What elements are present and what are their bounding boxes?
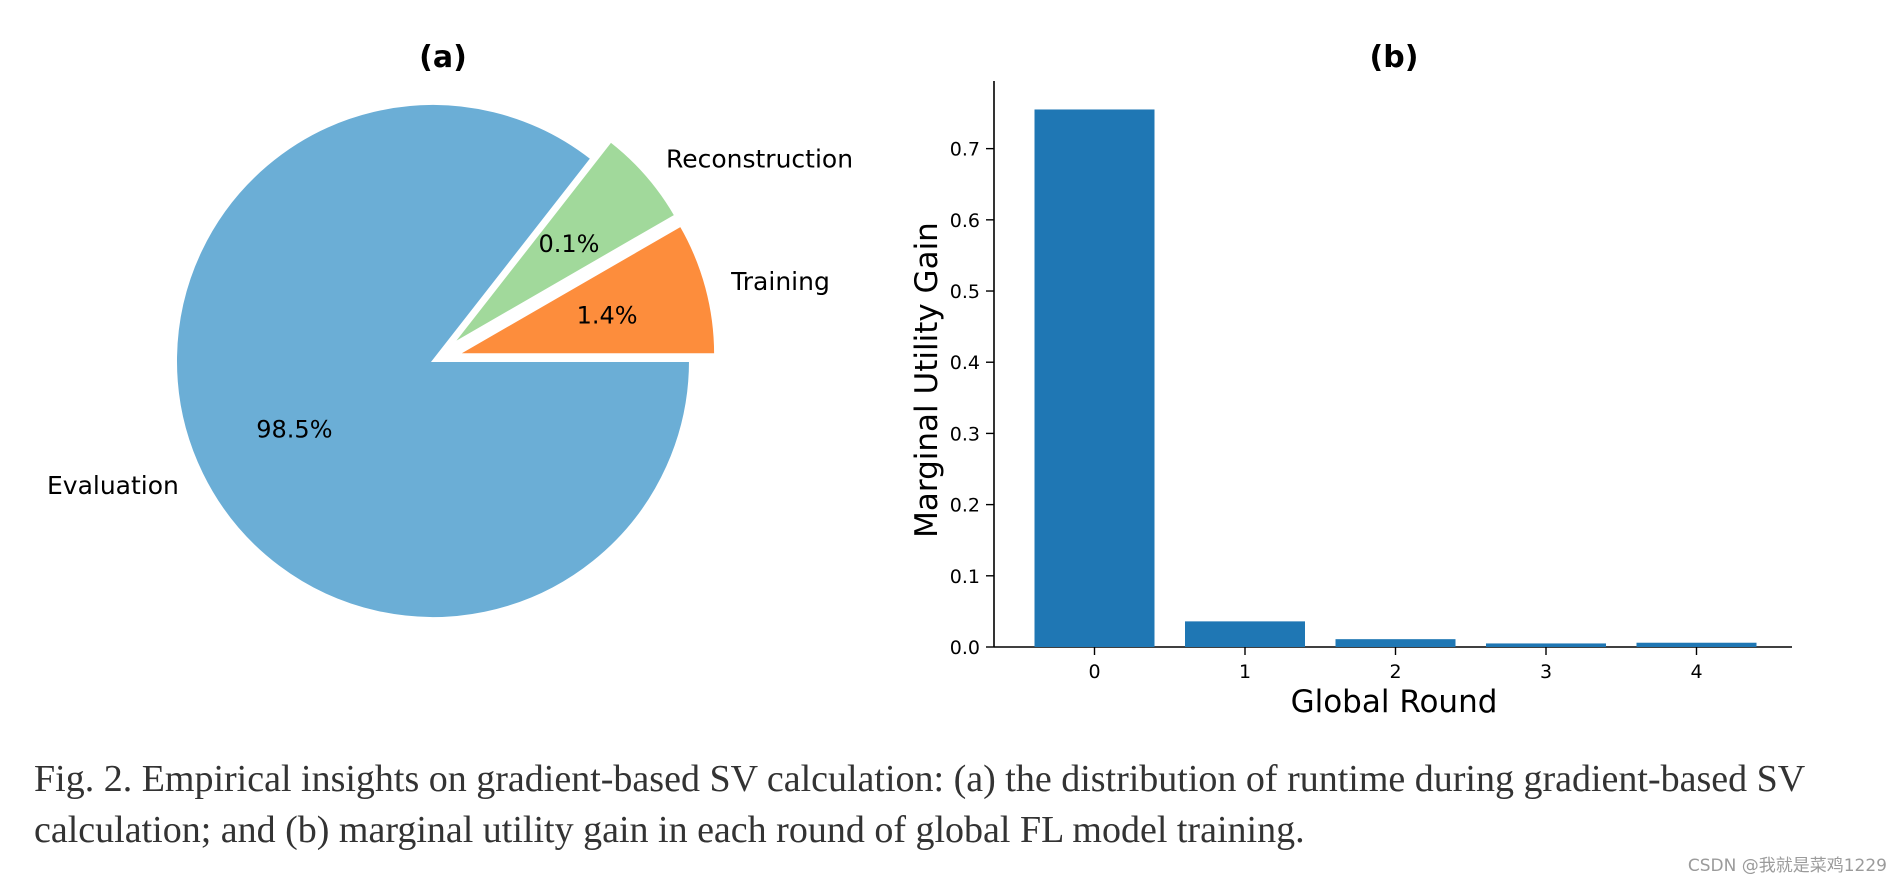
pie-title: (a)	[419, 40, 467, 75]
bar-round-1	[1185, 621, 1305, 647]
y-tick-label: 0.7	[950, 139, 980, 161]
pie-label-training: Training	[730, 267, 830, 296]
y-tick-label: 0.6	[950, 210, 980, 232]
x-tick-label: 0	[1088, 661, 1100, 683]
bar-round-3	[1486, 643, 1606, 647]
y-tick-label: 0.5	[950, 281, 980, 303]
pie-slices	[175, 103, 717, 619]
y-tick-label: 0.4	[950, 352, 980, 374]
pie-slice-reconstruction	[451, 140, 677, 345]
x-axis-label: Global Round	[1291, 684, 1498, 720]
pie-labels: 1.4% Training 0.1% Reconstruction 98.5% Evalu…	[47, 144, 853, 499]
pie-panel: (a) 1.4% Training 0.1% Reconstruction 98.5% E…	[47, 40, 853, 619]
pie-label-evaluation: Evaluation	[47, 471, 179, 500]
y-axis-label: Marginal Utility Gain	[909, 222, 945, 538]
x-tick-label: 3	[1540, 661, 1552, 683]
y-tick-label: 0.3	[950, 423, 980, 445]
bars	[1034, 109, 1757, 648]
y-tick-label: 0.2	[950, 495, 980, 517]
pie-label-reconstruction: Reconstruction	[666, 144, 853, 173]
x-tick-label: 4	[1690, 661, 1702, 683]
figure-caption: Fig. 2. Empirical insights on gradient-b…	[34, 758, 1805, 851]
bar-round-0	[1034, 109, 1155, 648]
x-tick-label: 1	[1239, 661, 1251, 683]
pie-pct-training: 1.4%	[577, 301, 638, 329]
x-tick-label: 2	[1389, 661, 1401, 683]
bar-round-4	[1636, 642, 1757, 647]
bar-title: (b)	[1370, 40, 1419, 75]
pie-slice-evaluation	[175, 103, 692, 619]
bar-round-2	[1335, 639, 1456, 647]
pie-pct-evaluation: 98.5%	[256, 416, 332, 444]
bar-panel: (b) 0.0 0.1 0.2 0.3 0.4 0.5 0.6 0.7 0 1 2 3 4 Global…	[909, 40, 1792, 720]
watermark: CSDN @我就是菜鸡1229	[1687, 856, 1887, 876]
pie-pct-reconstruction: 0.1%	[539, 230, 600, 258]
y-tick-label: 0.1	[950, 566, 980, 588]
y-tick-label: 0.0	[950, 637, 980, 659]
pie-slice-training	[454, 224, 717, 356]
